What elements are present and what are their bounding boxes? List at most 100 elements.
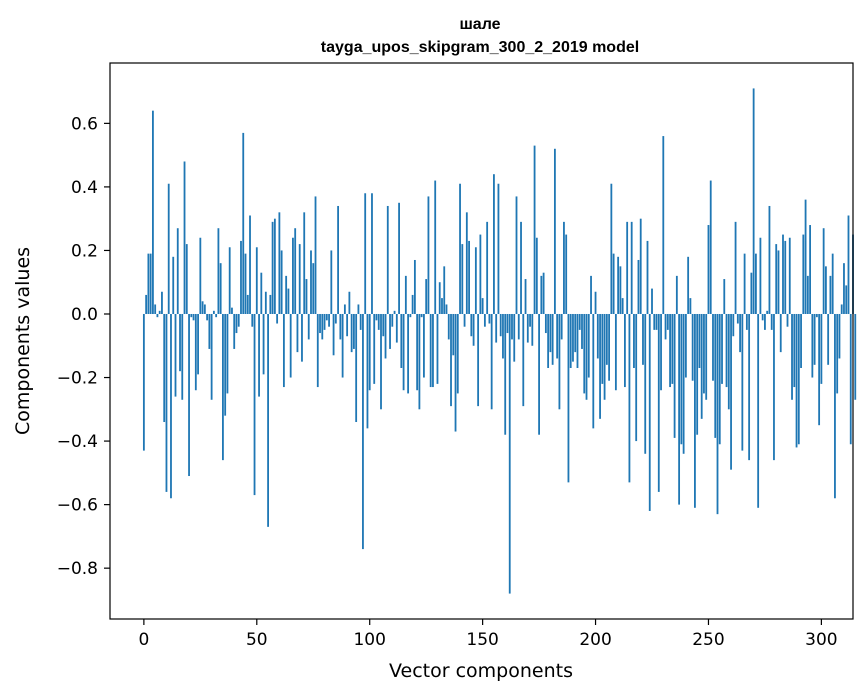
- bar-component-123: [420, 313, 423, 318]
- bar-component-65: [289, 313, 292, 378]
- bar-component-268: [748, 313, 751, 461]
- bar-component-243: [691, 313, 694, 381]
- bar-component-103: [375, 313, 378, 321]
- bar-component-15: [176, 228, 179, 314]
- bar-component-154: [490, 313, 493, 410]
- y-tick-label: 0.6: [71, 114, 98, 134]
- bar-component-3: [149, 253, 152, 314]
- bar-component-232: [666, 313, 669, 330]
- bar-component-279: [773, 313, 775, 461]
- x-tick-label: 100: [353, 630, 385, 650]
- bar-component-303: [827, 313, 830, 365]
- bar-component-75: [312, 263, 315, 314]
- bar-component-176: [540, 275, 543, 314]
- bar-component-311: [845, 285, 848, 314]
- bar-component-49: [253, 313, 256, 496]
- bar-component-4: [152, 110, 154, 314]
- x-tick-label: 200: [579, 630, 611, 650]
- bar-component-313: [849, 313, 852, 445]
- bar-component-291: [800, 313, 802, 368]
- bar-component-11: [167, 183, 170, 314]
- bar-component-82: [328, 313, 330, 327]
- bar-component-51: [258, 313, 260, 397]
- bar-component-6: [156, 313, 159, 318]
- bar-component-136: [450, 313, 452, 407]
- y-tick-label: −0.4: [57, 432, 98, 452]
- bar-component-159: [502, 313, 504, 359]
- bar-component-221: [642, 313, 644, 365]
- bar-component-84: [332, 313, 335, 356]
- bar-component-297: [813, 313, 816, 365]
- bar-component-194: [581, 313, 583, 349]
- y-tick-label: −0.6: [57, 496, 98, 516]
- bar-component-27: [203, 304, 206, 314]
- bar-component-308: [838, 313, 841, 359]
- bar-component-305: [831, 253, 834, 314]
- bar-component-164: [513, 313, 516, 362]
- x-tick-label: 50: [246, 630, 268, 650]
- bar-component-118: [409, 313, 412, 318]
- bar-component-184: [558, 313, 561, 410]
- bar-component-220: [639, 218, 642, 314]
- bar-component-64: [287, 288, 290, 314]
- bar-component-286: [788, 237, 791, 314]
- bar-component-18: [183, 161, 186, 314]
- bar-component-106: [382, 313, 385, 337]
- bar-component-199: [592, 313, 595, 429]
- bar-component-25: [199, 237, 202, 314]
- bar-component-98: [364, 193, 367, 314]
- bar-component-292: [802, 234, 805, 314]
- bar-component-19: [185, 244, 188, 314]
- bar-component-213: [624, 313, 626, 388]
- bar-component-189: [569, 313, 572, 368]
- bar-component-219: [637, 259, 640, 314]
- bar-component-96: [359, 313, 362, 330]
- bar-component-152: [486, 221, 489, 314]
- bar-component-253: [714, 313, 717, 438]
- bar-component-10: [165, 313, 168, 492]
- bar-component-283: [782, 234, 784, 314]
- bar-component-269: [750, 272, 753, 314]
- bar-component-200: [594, 291, 597, 314]
- bar-component-45: [244, 253, 247, 314]
- bar-component-28: [206, 313, 209, 321]
- bar-component-139: [456, 313, 459, 394]
- bar-component-191: [574, 313, 577, 353]
- bar-component-210: [617, 256, 620, 314]
- bar-component-193: [578, 313, 581, 330]
- bar-component-218: [635, 313, 638, 442]
- bar-component-40: [233, 313, 236, 349]
- bar-component-166: [517, 313, 520, 340]
- bar-component-81: [325, 313, 328, 321]
- bar-component-217: [633, 313, 635, 368]
- bar-component-76: [314, 196, 317, 314]
- bar-component-69: [298, 244, 301, 314]
- bar-component-48: [251, 313, 254, 327]
- bar-component-158: [499, 313, 502, 337]
- bar-component-259: [727, 313, 730, 410]
- bar-component-266: [743, 253, 746, 314]
- bar-component-203: [601, 313, 604, 384]
- bar-component-22: [192, 313, 195, 321]
- x-axis-ticks: 0 50 100 150 200 250 300: [138, 619, 838, 650]
- bar-component-1: [145, 294, 148, 314]
- bar-component-36: [224, 313, 227, 416]
- bar-component-300: [820, 313, 823, 384]
- bar-component-238: [680, 313, 683, 445]
- bar-component-209: [614, 313, 617, 391]
- bar-component-92: [350, 313, 353, 353]
- bar-component-101: [371, 193, 373, 314]
- bar-component-43: [240, 240, 242, 314]
- bar-component-132: [441, 298, 443, 314]
- bar-component-188: [567, 313, 570, 483]
- bar-component-295: [809, 225, 811, 314]
- bar-component-31: [212, 310, 215, 314]
- bar-component-282: [779, 313, 782, 353]
- bar-component-174: [535, 237, 538, 314]
- bars-group: [142, 88, 857, 594]
- bar-component-39: [231, 307, 233, 314]
- bar-component-93: [353, 313, 355, 349]
- bar-component-224: [648, 313, 651, 511]
- bar-component-231: [664, 313, 667, 340]
- bar-component-34: [219, 263, 222, 314]
